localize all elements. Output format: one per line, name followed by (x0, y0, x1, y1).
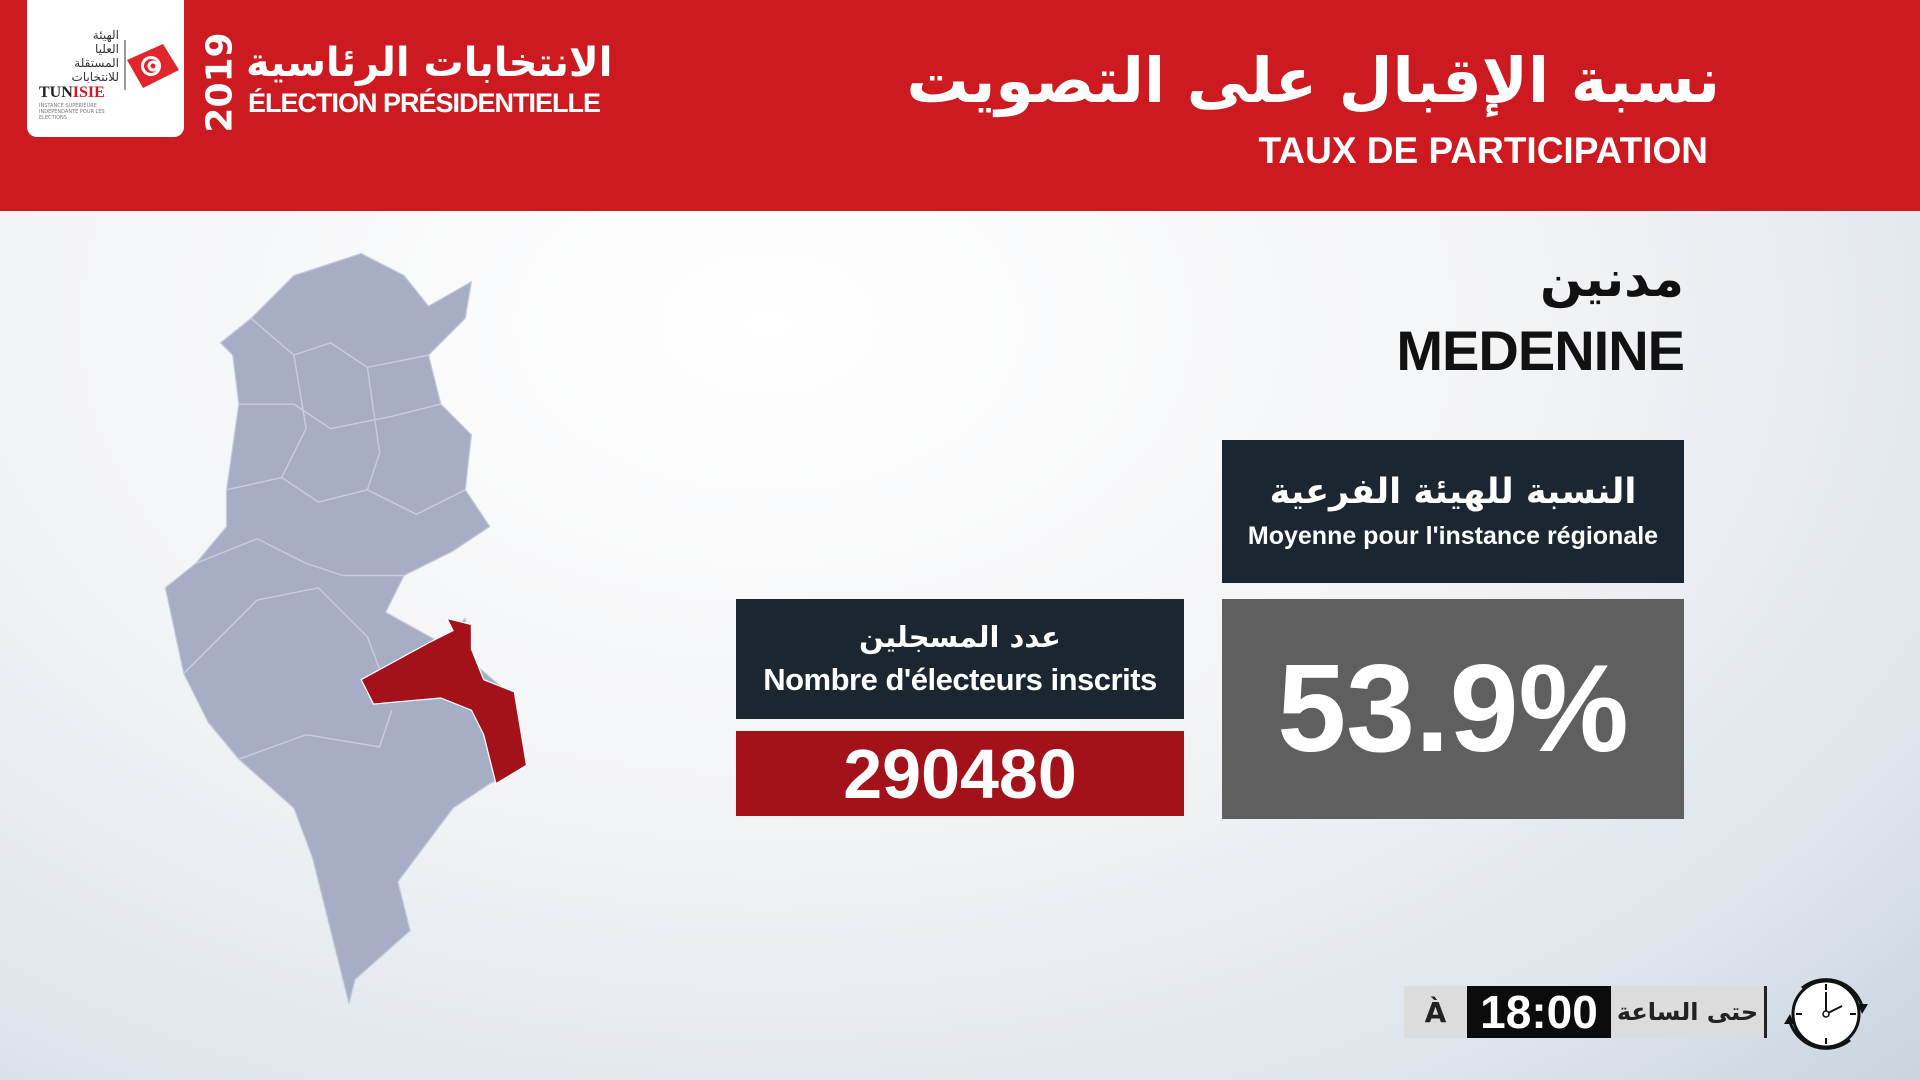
time-value: 18:00 (1467, 986, 1611, 1038)
time-banner: À 18:00 حتى الساعة (1404, 986, 1767, 1038)
registered-label-ar: عدد المسجلين (859, 620, 1061, 654)
average-label-box: النسبة للهيئة الفرعية Moyenne pour l'ins… (1222, 440, 1684, 583)
page-title-ar: نسبة الإقبال على التصويت (906, 44, 1720, 117)
logo-line: للانتخابات (71, 70, 119, 84)
region-name-ar: مدنين (1539, 250, 1684, 308)
logo-line: الهيئة (92, 28, 119, 42)
page-title-fr: TAUX DE PARTICIPATION (1258, 130, 1708, 171)
region-name-fr: MEDENINE (1396, 319, 1685, 382)
year-text: 2019 (199, 32, 241, 133)
map-borders (183, 317, 466, 760)
isie-logo: الهيئة العليا المستقلة للانتخابات TUNISI… (27, 0, 184, 137)
logo-brand-prefix: TUN (39, 84, 73, 101)
logo-brand: TUNISIE (39, 84, 105, 102)
logo-arabic: الهيئة العليا المستقلة للانتخابات (39, 28, 119, 84)
average-label-ar: النسبة للهيئة الفرعية (1269, 472, 1637, 512)
average-label-fr: Moyenne pour l'instance régionale (1247, 522, 1659, 550)
header-bar: الهيئة العليا المستقلة للانتخابات TUNISI… (0, 0, 1920, 211)
registered-label-fr: Nombre d'électeurs inscrits (763, 662, 1157, 697)
time-prefix: À (1424, 995, 1447, 1029)
election-year: 2019 (200, 32, 241, 132)
election-title-ar: الانتخابات الرئاسية (246, 40, 613, 86)
average-turnout-value: 53.9% (1222, 599, 1684, 819)
logo-subtitle: INSTANCE SUPERIEURE INDEPENDANTE POUR LE… (39, 103, 105, 121)
election-title-fr: ÉLECTION PRÉSIDENTIELLE (248, 88, 601, 118)
clock-icon (1784, 978, 1868, 1050)
logo-line: العليا (94, 42, 119, 56)
tunisia-flag-icon (124, 40, 179, 90)
time-label-ar: حتى الساعة (1616, 998, 1759, 1026)
map-tunisia (164, 252, 528, 1005)
registered-label-box: عدد المسجلين Nombre d'électeurs inscrits (736, 599, 1184, 719)
logo-brand-suffix: ISIE (72, 84, 105, 101)
map-region-medenine (360, 617, 528, 785)
registered-voters-value: 290480 (736, 731, 1184, 816)
logo-line: المستقلة (74, 56, 119, 70)
